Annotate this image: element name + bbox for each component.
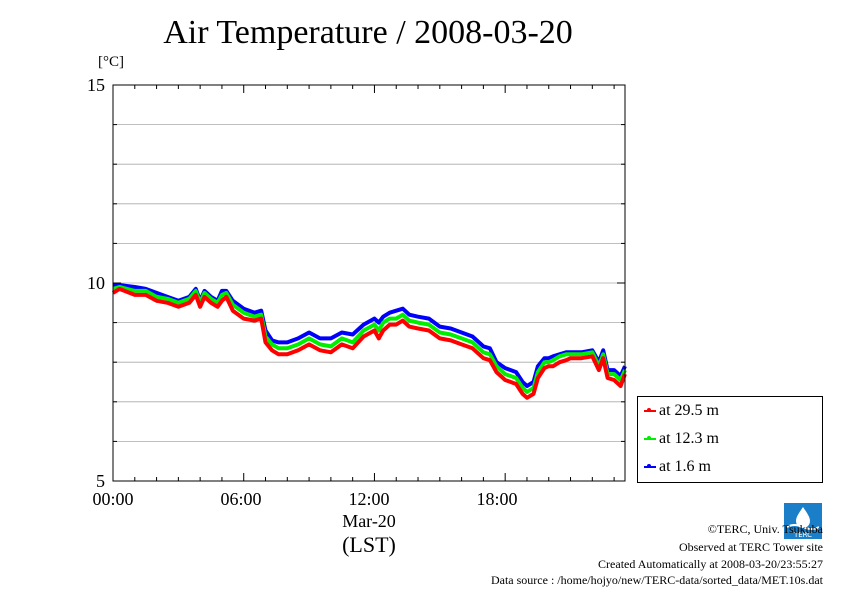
footer-copyright: ©TERC, Univ. Tsukuba (707, 522, 823, 536)
x-tick-label-1200: 12:00 (348, 489, 390, 509)
series-layer (111, 283, 627, 400)
x-tick-label-0000: 00:00 (92, 489, 134, 509)
legend: at 29.5 m at 12.3 m at 1.6 m (637, 396, 823, 483)
series-line-at-29-5-m (111, 286, 627, 400)
legend-label: at 29.5 m (659, 402, 719, 419)
x-tick-label-0600: 06:00 (220, 489, 262, 509)
chart-title: Air Temperature / 2008-03-20 (163, 14, 573, 51)
axis-ticks (112, 84, 625, 482)
legend-item-29-5m: at 29.5 m (644, 402, 719, 420)
y-tick-label-10: 10 (87, 273, 105, 293)
series-line-at-12-3-m (112, 285, 627, 394)
legend-swatch-blue (644, 464, 656, 468)
legend-label: at 12.3 m (659, 430, 719, 447)
y-axis-unit: [°C] (98, 54, 124, 70)
footer-source: Data source : /home/hojyo/new/TERC-data/… (490, 573, 823, 587)
legend-swatch-red (644, 408, 656, 412)
footer-created: Created Automatically at 2008-03-20/23:5… (598, 557, 823, 571)
y-tick-label-5: 5 (96, 471, 105, 491)
x-axis-date: Mar-20 (342, 511, 396, 531)
x-axis-timezone: (LST) (342, 532, 396, 557)
y-tick-label-15: 15 (87, 75, 105, 95)
x-tick-label-1800: 18:00 (476, 489, 518, 509)
footer-observed: Observed at TERC Tower site (678, 540, 823, 554)
legend-item-1-6m: at 1.6 m (644, 458, 711, 476)
legend-item-12-3m: at 12.3 m (644, 430, 719, 448)
legend-label: at 1.6 m (659, 458, 711, 475)
legend-swatch-green (644, 436, 656, 440)
terc-logo-icon: TERC (784, 503, 822, 539)
logo-text: TERC (793, 531, 812, 539)
grid-lines (113, 124, 625, 442)
